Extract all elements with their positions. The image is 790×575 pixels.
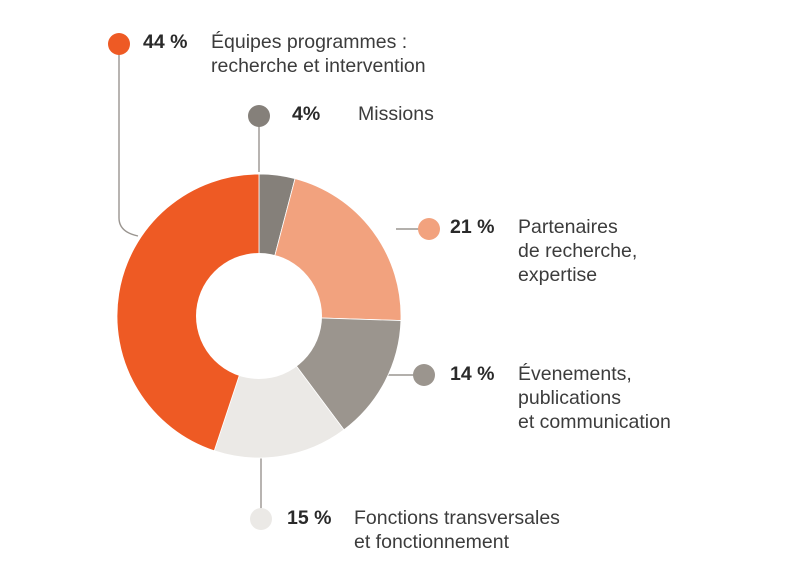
percent-label-partenaires: 21 % <box>450 216 495 238</box>
legend-dot-missions <box>248 105 270 127</box>
slice-fonctions <box>213 315 345 459</box>
donut-hole <box>196 253 322 379</box>
category-label-line: Équipes programmes : <box>211 31 408 53</box>
category-label-line: Fonctions transversales <box>354 507 560 529</box>
category-label-line: Missions <box>358 103 434 125</box>
category-label-line: et communication <box>518 411 671 433</box>
category-label-missions: Missions <box>358 102 434 126</box>
category-label-line: expertise <box>518 264 598 286</box>
category-label-evenements: Évenements, publications et communication <box>518 362 671 434</box>
leader-line-equipes <box>118 45 139 237</box>
category-label-line: et fonctionnement <box>354 531 510 553</box>
category-label-equipes: Équipes programmes : recherche et interve… <box>211 30 426 78</box>
category-label-fonctions: Fonctions transversales et fonctionnement <box>354 506 560 554</box>
percent-label-missions: 4% <box>292 103 321 125</box>
legend-dot-partenaires <box>418 218 440 240</box>
legend-dot-fonctions <box>250 508 272 530</box>
percent-label-evenements: 14 % <box>450 363 495 385</box>
category-label-line: recherche et intervention <box>211 55 426 77</box>
legend-dot-equipes <box>108 33 130 55</box>
category-label-line: de recherche, <box>518 240 638 262</box>
category-label-line: Partenaires <box>518 216 618 238</box>
category-label-partenaires: Partenaires de recherche, expertise <box>518 215 637 287</box>
slice-equipes <box>116 173 260 452</box>
category-label-line: Évenements, <box>518 363 632 385</box>
percent-label-fonctions: 15 % <box>287 507 332 529</box>
category-label-line: publications <box>518 387 621 409</box>
legend-dot-evenements <box>413 364 435 386</box>
percent-label-equipes: 44 % <box>143 31 188 53</box>
